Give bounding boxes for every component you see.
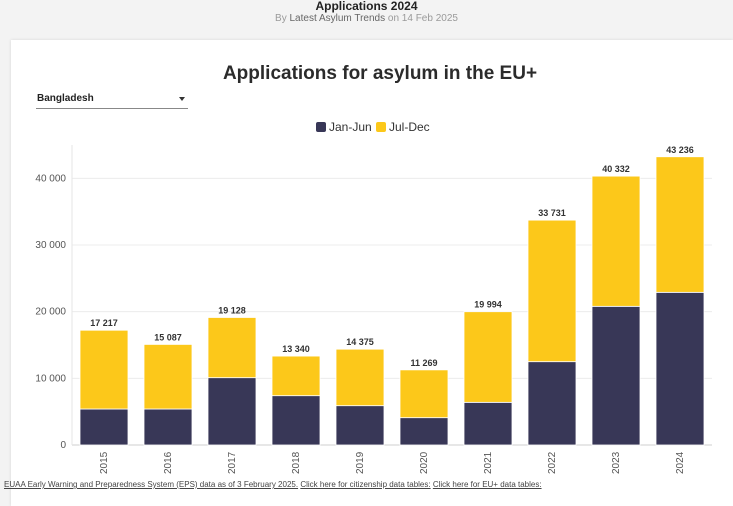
bar-jul-dec[interactable]: [271, 355, 321, 397]
x-tick-label: 2018: [291, 451, 302, 474]
bar-total-label: 33 731: [538, 208, 566, 218]
bar-jan-jun[interactable]: [463, 401, 513, 446]
bar-total-label: 43 236: [666, 145, 694, 155]
bar-jul-dec[interactable]: [335, 348, 385, 407]
chart-title: Applications for asylum in the EU+: [222, 63, 538, 84]
bar-total-label: 19 128: [218, 305, 246, 315]
bar-jul-dec[interactable]: [527, 219, 577, 363]
bar-jul-dec[interactable]: [143, 344, 193, 410]
by-text: By: [275, 13, 287, 24]
x-tick-label: 2015: [99, 451, 110, 474]
bar-jul-dec[interactable]: [79, 329, 129, 410]
footer: EUAA Early Warning and Preparedness Syst…: [4, 480, 542, 489]
bar-total-label: 19 994: [474, 300, 502, 310]
legend-swatch-jul-dec: [376, 122, 386, 132]
citizenship-data-link[interactable]: Click here for citizenship data tables:: [300, 480, 431, 489]
y-tick-label: 30 000: [35, 240, 66, 251]
bar-jan-jun[interactable]: [271, 395, 321, 446]
legend-label-jul-dec: Jul-Dec: [389, 120, 430, 134]
bar-jan-jun[interactable]: [399, 417, 449, 446]
source-link[interactable]: Latest Asylum Trends: [289, 13, 386, 24]
bar-jan-jun[interactable]: [207, 377, 257, 446]
bar-total-label: 11 269: [410, 358, 437, 368]
bar-total-label: 40 332: [602, 164, 630, 174]
x-tick-label: 2023: [611, 451, 622, 474]
bar-jan-jun[interactable]: [143, 408, 193, 446]
y-tick-label: 20 000: [35, 307, 66, 318]
bar-jan-jun[interactable]: [335, 405, 385, 446]
bar-jan-jun[interactable]: [527, 361, 577, 446]
bar-total-label: 13 340: [282, 344, 310, 354]
legend-item-jul-dec[interactable]: Jul-Dec: [376, 120, 430, 134]
y-tick-label: 40 000: [35, 173, 66, 184]
bar-total-label: 15 087: [154, 332, 182, 342]
eu-data-link[interactable]: Click here for EU+ data tables:: [432, 480, 542, 489]
bar-jul-dec[interactable]: [591, 175, 641, 307]
date-text: on 14 Feb 2025: [387, 13, 458, 24]
y-tick-label: 10 000: [35, 373, 66, 384]
country-selector[interactable]: Bangladesh: [36, 90, 188, 109]
x-tick-label: 2020: [419, 451, 430, 474]
bar-total-label: 17 217: [90, 318, 118, 328]
bar-jul-dec[interactable]: [399, 369, 449, 419]
y-tick-label: 0: [60, 440, 66, 451]
page-subtitle: By Latest Asylum Trends on 14 Feb 2025: [0, 13, 733, 24]
bar-jan-jun[interactable]: [79, 408, 129, 446]
legend-label-jan-jun: Jan-Jun: [329, 120, 372, 134]
page-title: Applications 2024: [315, 0, 418, 13]
x-tick-label: 2022: [547, 451, 558, 474]
chevron-down-icon: [179, 97, 185, 101]
x-tick-label: 2024: [675, 451, 686, 474]
country-selector-value: Bangladesh: [37, 93, 94, 104]
legend-item-jan-jun[interactable]: Jan-Jun: [316, 120, 372, 134]
source-note[interactable]: EUAA Early Warning and Preparedness Syst…: [4, 480, 299, 489]
bar-jul-dec[interactable]: [207, 317, 257, 379]
x-tick-label: 2021: [483, 451, 494, 474]
bar-jan-jun[interactable]: [591, 305, 641, 446]
bar-jan-jun[interactable]: [655, 291, 705, 446]
bar-jul-dec[interactable]: [655, 156, 705, 293]
x-tick-label: 2017: [227, 451, 238, 474]
x-tick-label: 2016: [163, 451, 174, 474]
bar-total-label: 14 375: [346, 337, 374, 347]
x-tick-label: 2019: [355, 451, 366, 474]
legend-swatch-jan-jun: [316, 122, 326, 132]
bar-jul-dec[interactable]: [463, 311, 513, 403]
